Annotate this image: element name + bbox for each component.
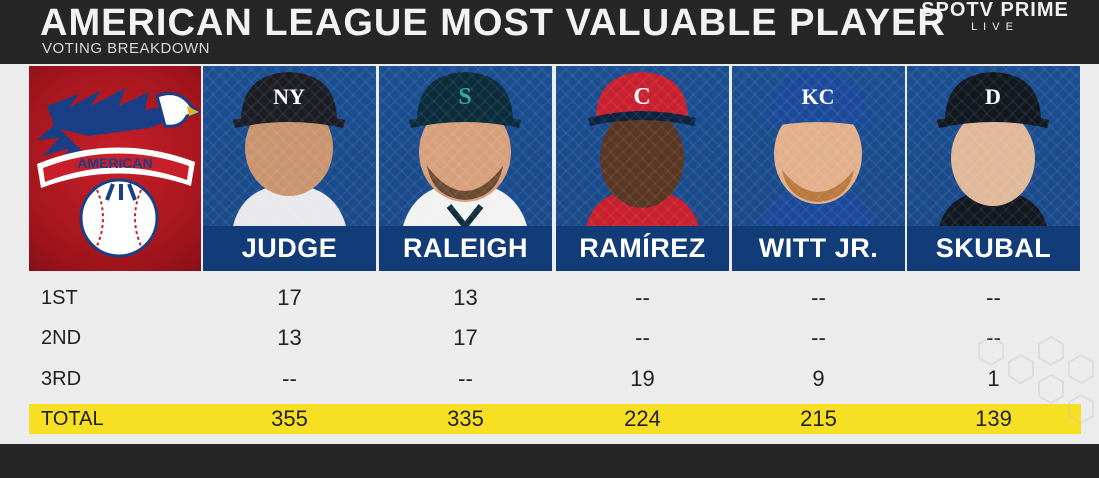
player-headshot-icon: KC: [760, 72, 876, 226]
vote-cell: 1: [987, 366, 1000, 391]
broadcaster-name: SPOTV PRIME: [921, 0, 1069, 21]
vote-cell: 13: [453, 285, 478, 310]
player-name: RALEIGH: [379, 226, 552, 271]
hexagon-pattern-icon: [978, 335, 1094, 425]
row-label: 3RD: [41, 368, 82, 390]
row-label: TOTAL: [41, 408, 104, 430]
vote-cell: --: [635, 285, 650, 310]
total-cell: 215: [800, 406, 837, 431]
vote-cell: --: [811, 285, 826, 310]
vote-cell: --: [986, 325, 1001, 350]
american-league-eagle-icon: AMERICAN: [37, 88, 203, 258]
american-league-logo: AMERICAN: [29, 66, 203, 271]
player-name: JUDGE: [203, 226, 376, 271]
vote-cell: --: [986, 285, 1001, 310]
svg-text:C: C: [633, 84, 650, 110]
row-label: 1ST: [41, 287, 78, 309]
player-name: SKUBAL: [907, 226, 1080, 271]
svg-text:NY: NY: [273, 84, 305, 109]
footer-bar: [0, 444, 1099, 478]
page-subtitle: VOTING BREAKDOWN: [42, 40, 211, 57]
player-name: RAMÍREZ: [556, 226, 729, 271]
broadcaster-live-label: LIVE: [971, 21, 1019, 33]
player-card-skubal: D SKUBAL: [907, 66, 1080, 271]
vote-row-first: 1ST 17 13 -- -- --: [29, 278, 1081, 318]
total-cell: 139: [975, 406, 1012, 431]
vote-cell: 9: [812, 366, 825, 391]
player-headshot-icon: C: [586, 72, 699, 226]
player-headshot-icon: NY: [233, 72, 346, 226]
svg-text:AMERICAN: AMERICAN: [77, 155, 152, 171]
player-headshot-icon: S: [403, 72, 527, 226]
vote-cell: 19: [630, 366, 655, 391]
player-photo: D: [907, 66, 1080, 226]
vote-cell: 17: [453, 325, 478, 350]
player-photo: NY: [203, 66, 376, 226]
vote-cell: --: [282, 366, 297, 391]
player-photo: KC: [732, 66, 905, 226]
vote-row-second: 2ND 13 17 -- -- --: [29, 318, 1081, 358]
page-title: AMERICAN LEAGUE MOST VALUABLE PLAYER: [40, 2, 946, 44]
player-card-witt-jr: KC WITT JR.: [732, 66, 905, 271]
svg-text:KC: KC: [802, 84, 835, 109]
player-headshot-icon: D: [937, 72, 1049, 226]
total-cell: 224: [624, 406, 661, 431]
row-label: 2ND: [41, 327, 82, 349]
player-card-raleigh: S RALEIGH: [379, 66, 552, 271]
player-photo: C: [556, 66, 729, 226]
svg-text:D: D: [985, 84, 1001, 109]
svg-text:S: S: [458, 84, 471, 110]
total-cell: 355: [271, 406, 308, 431]
vote-cell: 17: [277, 285, 302, 310]
voting-board: AMERICAN NY JUDGE: [0, 64, 1099, 444]
vote-row-total: TOTAL 355 335 224 215 139: [29, 404, 1081, 434]
broadcaster-logo: SPOTV PRIME LIVE: [905, 0, 1085, 34]
vote-cell: --: [811, 325, 826, 350]
vote-cell: --: [635, 325, 650, 350]
total-cell: 335: [447, 406, 484, 431]
player-photo: S: [379, 66, 552, 226]
player-card-judge: NY JUDGE: [203, 66, 376, 271]
player-card-ramirez: C RAMÍREZ: [556, 66, 729, 271]
vote-cell: --: [458, 366, 473, 391]
player-name: WITT JR.: [732, 226, 905, 271]
header-bar: AMERICAN LEAGUE MOST VALUABLE PLAYER VOT…: [0, 0, 1099, 64]
vote-row-third: 3RD -- -- 19 9 1: [29, 359, 1081, 399]
vote-cell: 13: [277, 325, 302, 350]
